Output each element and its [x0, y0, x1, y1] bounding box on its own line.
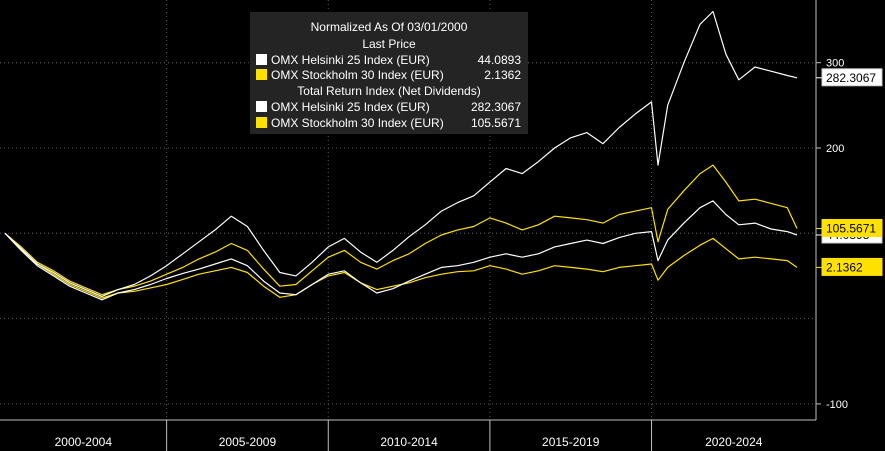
badge-box: [821, 68, 883, 87]
badge-value: 2.1362: [826, 260, 863, 274]
x-tick-label: 2015-2019: [542, 435, 600, 449]
badge-value: 105.5671: [826, 222, 876, 236]
legend-swatch-stockholm-tr: [256, 117, 267, 128]
badge-box: [821, 219, 883, 238]
legend[interactable]: Normalized As Of 03/01/2000 Last Price O…: [250, 12, 528, 134]
y-tick-label: 200: [826, 143, 844, 155]
series-line[interactable]: [4, 164, 798, 296]
x-axis-labels: 2000-2004 2005-2009 2010-2014 2015-2019 2020…: [55, 420, 763, 451]
legend-value-stockholm-price: 2.1362: [484, 68, 521, 82]
legend-group2-title: Total Return Index (Net Dividends): [297, 84, 480, 98]
legend-swatch-stockholm-price: [256, 69, 267, 80]
legend-label-stockholm-tr: OMX Stockholm 30 Index (EUR): [271, 116, 444, 130]
legend-background: [250, 12, 528, 134]
series-line[interactable]: [4, 232, 798, 299]
legend-value-helsinki-price: 44.0893: [478, 53, 522, 67]
legend-header: Normalized As Of 03/01/2000: [311, 20, 468, 34]
legend-label-helsinki-price: OMX Helsinki 25 Index (EUR): [271, 53, 430, 67]
series-lines[interactable]: [4, 10, 798, 301]
legend-group1-title: Last Price: [362, 37, 416, 51]
series-line[interactable]: [4, 200, 798, 301]
legend-swatch-helsinki-tr: [256, 101, 267, 112]
y-tick-label: -100: [826, 399, 848, 411]
legend-swatch-helsinki-price: [256, 54, 267, 65]
x-tick-label: 2010-2014: [380, 435, 438, 449]
legend-value-stockholm-tr: 105.5671: [471, 116, 521, 130]
y-tick-label: 300: [826, 58, 844, 70]
badge-value: 282.3067: [826, 71, 876, 85]
legend-label-stockholm-price: OMX Stockholm 30 Index (EUR): [271, 68, 444, 82]
x-tick-label: 2005-2009: [219, 435, 277, 449]
x-tick-label: 2020-2024: [705, 435, 763, 449]
grid-lines: [0, 0, 816, 420]
legend-value-helsinki-tr: 282.3067: [471, 100, 521, 114]
badge-box: [821, 257, 883, 276]
series-line[interactable]: [4, 10, 798, 297]
x-tick-label: 2000-2004: [55, 435, 113, 449]
legend-label-helsinki-tr: OMX Helsinki 25 Index (EUR): [271, 100, 430, 114]
y-axis-ticks: 300 200 -100: [816, 58, 848, 411]
